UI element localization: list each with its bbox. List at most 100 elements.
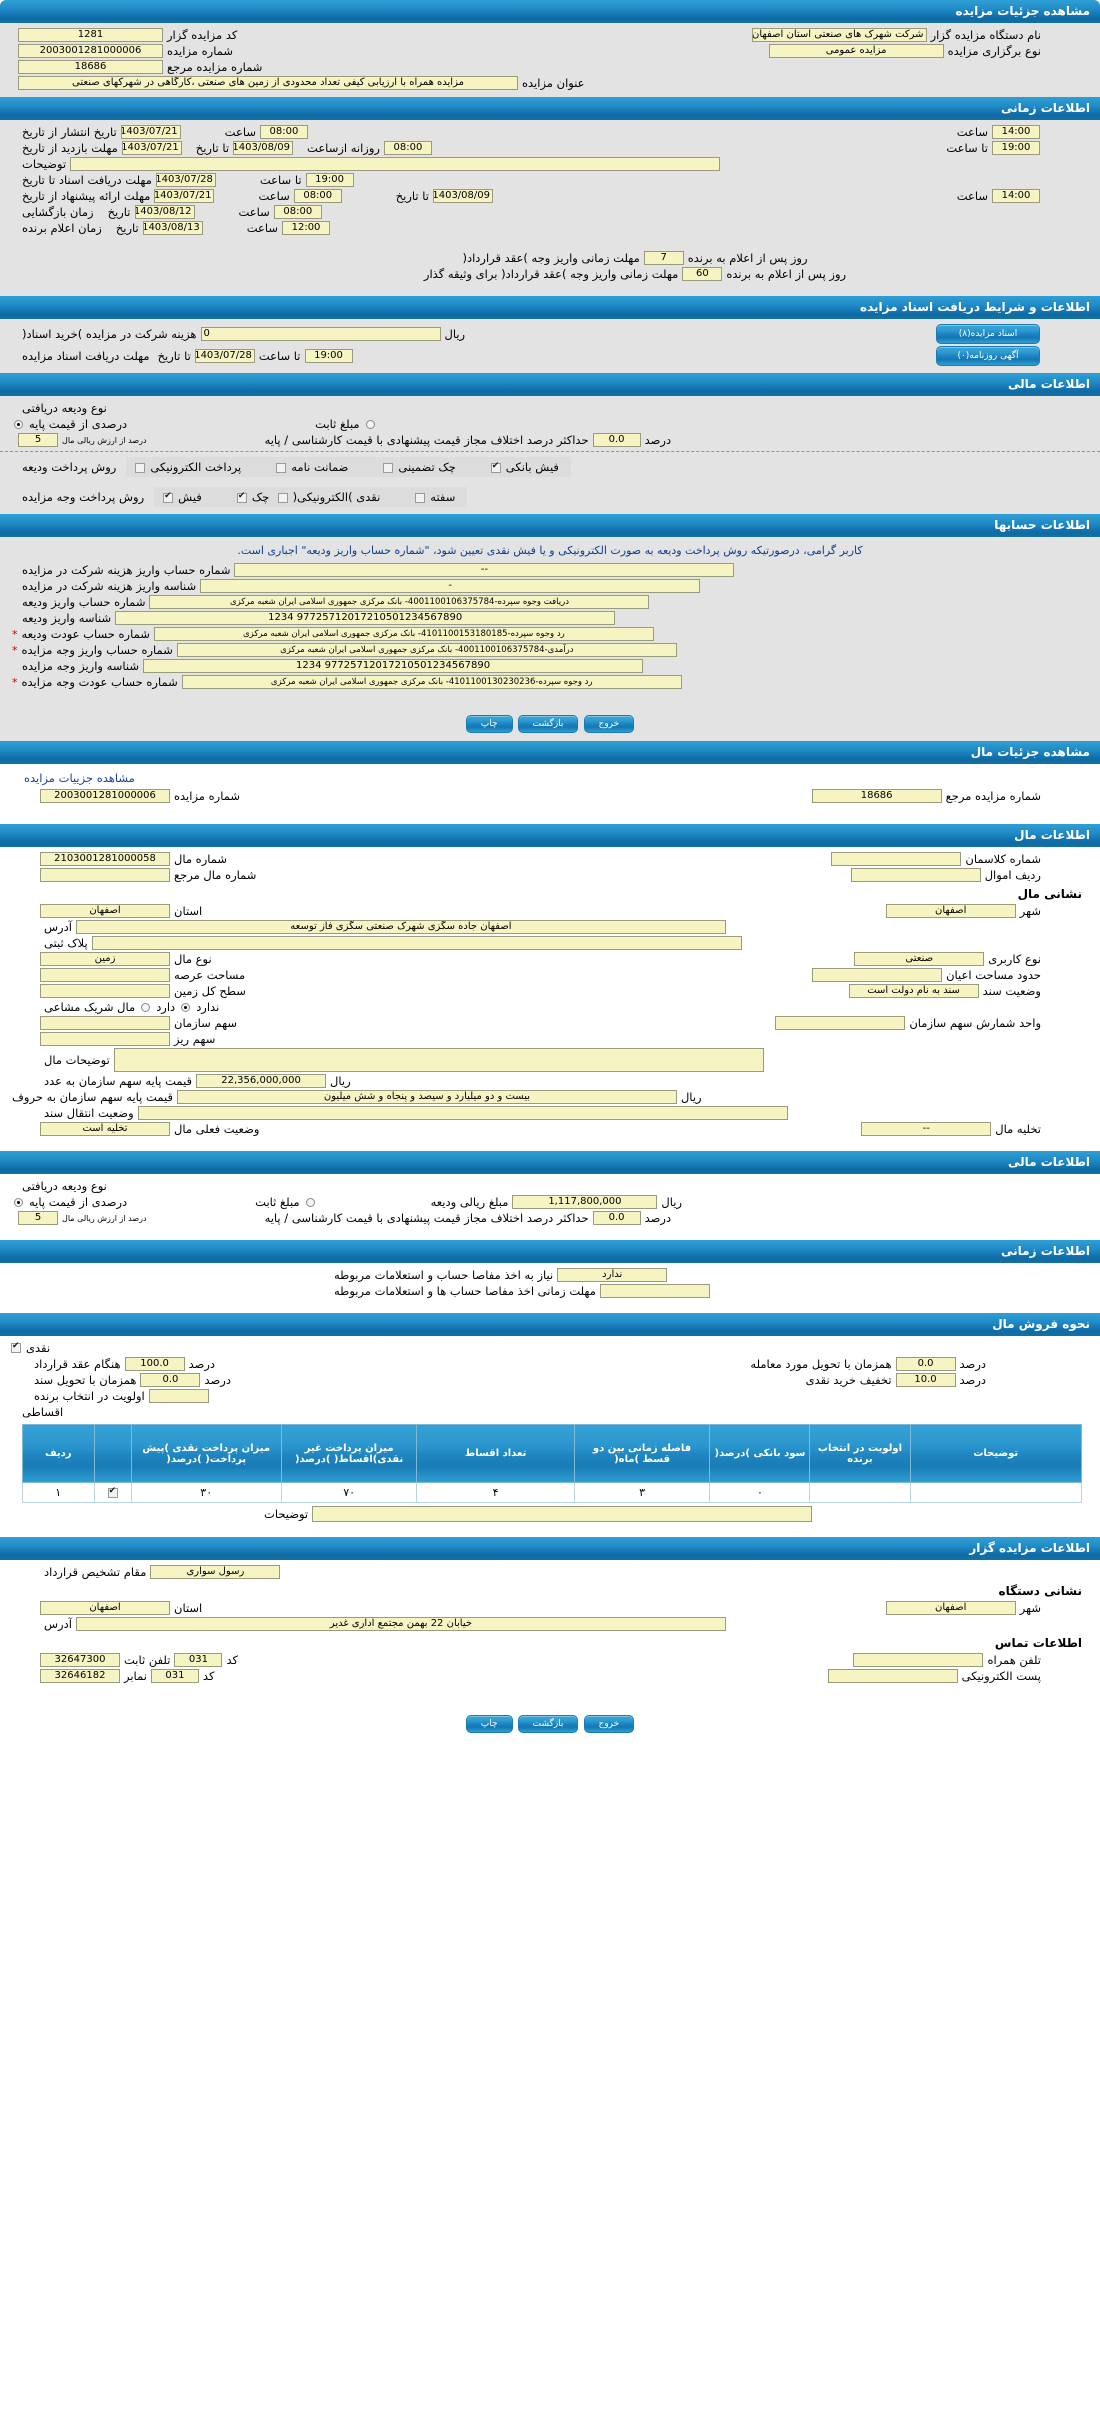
value-cash-discount: 10.0 (895, 1373, 956, 1387)
label-account-1: شناسه واریز هزینه شرکت در مزایده (22, 579, 197, 593)
label-guarantee-letter: ضمانت نامه (291, 460, 349, 474)
checkbox-item-promissory-note[interactable]: سفته (414, 490, 459, 504)
auction-details-page: مشاهده جزئیات مزایده نام دستگاه مزایده گ… (0, 0, 1100, 1759)
td-select[interactable] (93, 1482, 132, 1503)
section-header-time-info-2: اطلاعات زمانی (0, 1240, 1100, 1263)
label-check: چک (251, 490, 270, 504)
label-account-2: شماره حساب واریز ودیعه (22, 595, 146, 609)
checkbox-item-guarantee-letter[interactable]: ضمانت نامه (275, 460, 352, 474)
financial-1-panel: نوع ودیعه دریافتی مبلغ ثابت درصدی از قیم… (0, 396, 1100, 514)
label-shared-yes: دارد (156, 1000, 176, 1014)
exit-button-top[interactable]: خروج (583, 715, 635, 733)
sale-method-panel: نقدی درصد 0.0 همزمان با تحویل مورد معامل… (0, 1336, 1100, 1537)
td-interest: ۰ (709, 1482, 811, 1503)
checkbox-item-electronic-payment[interactable]: پرداخت الکترونیکی (134, 460, 245, 474)
td-cash-pct: ۳۰ (130, 1482, 282, 1503)
checkbox-item-check[interactable]: نقدی )الکترونیکی( چک (236, 490, 384, 504)
auctioneer-info-panel: رسول سواری مقام تشخیص قرارداد نشانی دستگ… (0, 1560, 1100, 1704)
label-evacuation: تخلیه مال (995, 1122, 1041, 1136)
row-max-diff-1: درصد 0.0 حداکثر درصد اختلاف مجاز قیمت پی… (0, 432, 1100, 448)
row-opening-time: 08:00 ساعت 1403/08/12 تاریخ زمان بازگشای… (0, 204, 1100, 220)
row-asset-details-link: مشاهده جزییات مزایده (0, 768, 1100, 788)
value-province: اصفهان (40, 904, 170, 918)
label-deposit-type: نوع ودیعه دریافتی (22, 401, 107, 415)
value-delivery-doc: 0.0 (140, 1373, 201, 1387)
label-delivery-deal: همزمان با تحویل مورد معامله (750, 1357, 892, 1371)
checkbox-promissory-note[interactable] (415, 493, 426, 503)
label-cash: نقدی (26, 1341, 51, 1355)
value-evacuation: -- (861, 1122, 992, 1136)
label-account-3: شناسه واریز ودیعه (22, 611, 112, 625)
row-delivery-doc: درصد 10.0 تخفیف خرید نقدی درصد 0.0 همزما… (0, 1372, 1100, 1388)
value-org-share (40, 1016, 170, 1030)
section-header-auctioneer-info: اطلاعات مزایده گزار (0, 1537, 1100, 1560)
label-percent-note-2: درصد از ارزش ریالی مال (62, 1213, 147, 1223)
row-phone: تلفن همراه کد 031 تلفن ثابت 32647300 (0, 1652, 1100, 1668)
label-mobile: تلفن همراه (987, 1653, 1041, 1667)
radio-percent-base-1[interactable] (14, 419, 23, 429)
checkbox-guarantee-check[interactable] (383, 463, 394, 473)
label-province: استان (174, 904, 203, 918)
checkbox-item-receipt[interactable]: فیش (162, 490, 206, 504)
checkbox-electronic-payment[interactable] (135, 463, 146, 473)
offer-to-time: 14:00 (992, 189, 1040, 203)
row-address: اصفهان جاده سگزی شهرک صنعتی سگزی فاز توس… (0, 919, 1100, 935)
radio-shared-no[interactable] (181, 1002, 191, 1012)
checkbox-check[interactable] (236, 491, 247, 503)
exit-button-bottom[interactable]: خروج (583, 1715, 635, 1733)
label-auctioneer-province: استان (174, 1601, 203, 1615)
label-asset-number: شماره مال (174, 852, 228, 866)
label-winner-date: تاریخ (115, 221, 139, 235)
label-email: پست الکترونیکی (961, 1669, 1041, 1683)
label-auctioneer-address: آدرس (44, 1617, 72, 1631)
label-guarantee-check: چک تضمینی (398, 460, 456, 474)
auction-documents-button[interactable]: اسناد مزایده(۸) (936, 324, 1040, 344)
row-select-checkbox[interactable] (107, 1486, 118, 1498)
back-button-top[interactable]: بازگشت (517, 715, 579, 733)
contact-info-heading: اطلاعات تماس (994, 1636, 1082, 1650)
label-contract-authority: مقام تشخیص قرارداد (44, 1565, 147, 1579)
label-ref-asset: شماره مال مرجع (174, 868, 257, 882)
label-fax: نمابر (124, 1669, 147, 1683)
label-deposit-type-2: نوع ودیعه دریافتی (22, 1179, 107, 1193)
row-account-5: درآمدی-4001100106375784- بانک مرکزی جمهو… (0, 642, 1100, 658)
value-auction-type: مزایده عمومی (768, 44, 944, 58)
checkbox-bank-receipt[interactable] (490, 461, 501, 473)
radio-shared-yes[interactable] (141, 1002, 151, 1012)
label-base-price-unit: ریال (330, 1074, 351, 1088)
section-header-financial-2: اطلاعات مالی (0, 1151, 1100, 1174)
checkbox-item-bank-receipt[interactable]: فیش بانکی (490, 460, 563, 474)
value-auctioneer-address: خیابان 22 بهمن مجتمع اداری غدیر (75, 1617, 726, 1631)
checkbox-item-guarantee-check[interactable]: چک تضمینی (382, 460, 459, 474)
label-pay-deadline-1-pre: مهلت زمانی واریز وجه )عقد قرارداد( (462, 251, 640, 265)
th-desc: توضیحات (909, 1424, 1083, 1483)
print-button-bottom[interactable]: چاپ (465, 1715, 513, 1733)
label-opening-date: تاریخ (107, 205, 131, 219)
radio-percent-base-2[interactable] (14, 1197, 23, 1207)
back-button-bottom[interactable]: بازگشت (517, 1715, 579, 1733)
checkbox-cash-electronic[interactable] (277, 493, 288, 503)
label-phone-code: کد (226, 1653, 238, 1667)
label-delivery-doc-unit: درصد (204, 1373, 231, 1387)
label-auctioneer-code: کد مزایده گزار (167, 28, 238, 42)
value-auction-number-asset: 2003001281000006 (40, 789, 170, 803)
print-button-top[interactable]: چاپ (465, 715, 513, 733)
doc-deadline-time: 19:00 (305, 173, 354, 187)
label-city: شهر (1019, 904, 1041, 918)
deposit-method-group: فیش بانکی چک تضمینی ضمانت نامه پرداخت ال… (126, 457, 571, 477)
checkbox-receipt[interactable] (163, 491, 174, 503)
newspaper-ad-button[interactable]: آگهی روزنامه(۰) (936, 346, 1040, 366)
radio-fixed-amount-1[interactable] (365, 419, 375, 429)
row-pay-deadline-2: روز پس از اعلام به برنده 60 مهلت زمانی و… (0, 266, 1100, 282)
checkbox-cash[interactable] (11, 1341, 21, 1353)
row-auctioneer-address: خیابان 22 بهمن مجتمع اداری غدیر آدرس (0, 1616, 1100, 1632)
label-phone: تلفن ثابت (124, 1653, 171, 1667)
row-doc-cost: اسناد مزایده(۸) ریال 0 هزینه شرکت در مزا… (0, 323, 1100, 345)
radio-fixed-amount-2[interactable] (305, 1197, 315, 1207)
th-installment-pct: میزان پرداخت غیر نقدی)اقساط( )درصد( (280, 1424, 418, 1483)
label-max-diff-1: حداکثر درصد اختلاف مجاز قیمت پیشنهادی با… (264, 433, 589, 447)
checkbox-guarantee-letter[interactable] (276, 463, 287, 473)
label-deposit-amount: مبلغ ریالی ودیعه (430, 1195, 509, 1209)
view-auction-details-link[interactable]: مشاهده جزییات مزایده (24, 771, 135, 785)
value-contract-percent: 100.0 (124, 1357, 185, 1371)
